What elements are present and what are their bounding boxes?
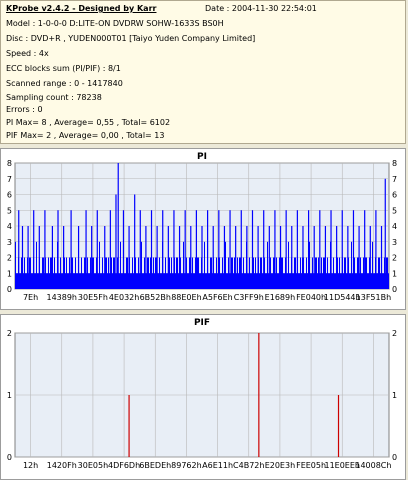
- y-tick-label-right: 3: [392, 238, 397, 247]
- y-tick-label-left: 7: [7, 175, 12, 184]
- scanned-range-line: Scanned range : 0 - 1417840: [6, 79, 123, 88]
- x-tick-label: 1420Fh: [47, 461, 77, 470]
- x-tick-label: 7Eh: [23, 293, 38, 302]
- y-tick-label-right: 6: [392, 191, 397, 200]
- y-tick-label-left: 0: [7, 453, 12, 462]
- x-tick-label: C4B72h: [233, 461, 264, 470]
- y-tick-label-right: 0: [392, 285, 397, 294]
- scan-date: Date : 2004-11-30 22:54:01: [205, 4, 317, 13]
- errors-line: Errors : 0: [6, 105, 43, 114]
- x-tick-label: 11E0EEh: [324, 461, 360, 470]
- x-tick-label: 6B52Bh: [140, 293, 171, 302]
- y-tick-label-right: 0: [392, 453, 397, 462]
- info-panel: KProbe v2.4.2 - Designed by Karr Date : …: [0, 0, 406, 144]
- pi-chart: PI 0 0 1 1 2 2 3 3 4 4 5 5 6 6 7 7 8 8 7Eh 14389h 30E5Fh 4E032…: [7, 152, 397, 302]
- y-tick-label-left: 1: [7, 391, 12, 400]
- x-tick-label: 4DF6Dh: [108, 461, 140, 470]
- app-title: KProbe v2.4.2 - Designed by Karr: [6, 4, 157, 13]
- x-tick-label: C3FF9h: [234, 293, 264, 302]
- x-tick-label: 4E032h: [109, 293, 139, 302]
- pif-chart: PIF 0 0 1 1 2 2 12h 1420Fh 30E05h 4DF6Dh 6BEDEh 8976…: [7, 318, 397, 470]
- x-tick-label: 6BEDEh: [139, 461, 171, 470]
- x-tick-label: 14008Ch: [355, 461, 391, 470]
- disc-line: Disc : DVD+R , YUDEN000T01 [Taiyo Yuden …: [6, 34, 256, 43]
- y-tick-label-right: 2: [392, 329, 397, 338]
- chart-title: PI: [197, 152, 207, 162]
- y-tick-label-right: 1: [392, 391, 397, 400]
- x-tick-label: 11D544h: [324, 293, 361, 302]
- y-tick-label-right: 4: [392, 222, 397, 231]
- y-tick-label-left: 1: [7, 269, 12, 278]
- x-tick-label: 89762h: [171, 461, 202, 470]
- x-tick-label: 13F51Bh: [356, 293, 392, 302]
- y-tick-label-right: 1: [392, 269, 397, 278]
- x-tick-label: 30E5Fh: [78, 293, 108, 302]
- pi-stats-line: PI Max= 8 , Average= 0,55 , Total= 6102: [6, 118, 171, 127]
- y-tick-label-right: 7: [392, 175, 397, 184]
- y-tick-label-left: 5: [7, 206, 12, 215]
- model-line: Model : 1-0-0-0 D:LITE-ON DVDRW SOHW-163…: [6, 19, 224, 28]
- speed-line: Speed : 4x: [6, 49, 49, 58]
- chart-title: PIF: [194, 318, 210, 328]
- y-tick-label-left: 2: [7, 329, 12, 338]
- y-tick-label-left: 3: [7, 238, 12, 247]
- y-tick-label-right: 2: [392, 254, 397, 263]
- x-tick-label: A6E11h: [202, 461, 233, 470]
- pif-chart-panel: PIF 0 0 1 1 2 2 12h 1420Fh 30E05h 4DF6Dh 6BEDEh 8976…: [0, 314, 406, 480]
- y-tick-label-left: 0: [7, 285, 12, 294]
- x-tick-label: 12h: [23, 461, 38, 470]
- x-tick-label: 88E0Eh: [171, 293, 201, 302]
- x-tick-label: FE040h: [296, 293, 326, 302]
- x-tick-label: A5F6Eh: [202, 293, 232, 302]
- x-tick-label: E20E3h: [265, 461, 295, 470]
- x-tick-label: 14389h: [46, 293, 77, 302]
- pi-chart-panel: PI 0 0 1 1 2 2 3 3 4 4 5 5 6 6 7 7 8 8 7Eh 14389h 30E5Fh 4E032…: [0, 148, 406, 310]
- sampling-count-line: Sampling count : 78238: [6, 93, 102, 102]
- y-tick-label-left: 4: [7, 222, 12, 231]
- y-tick-label-right: 8: [392, 159, 397, 168]
- y-tick-label-right: 5: [392, 206, 397, 215]
- x-tick-label: E1689h: [265, 293, 295, 302]
- y-tick-label-left: 8: [7, 159, 12, 168]
- x-tick-label: FEE05h: [296, 461, 326, 470]
- x-tick-label: 30E05h: [78, 461, 108, 470]
- pif-stats-line: PIF Max= 2 , Average= 0,00 , Total= 13: [6, 131, 165, 140]
- y-tick-label-left: 2: [7, 254, 12, 263]
- y-tick-label-left: 6: [7, 191, 12, 200]
- ecc-line: ECC blocks sum (PI/PIF) : 8/1: [6, 64, 121, 73]
